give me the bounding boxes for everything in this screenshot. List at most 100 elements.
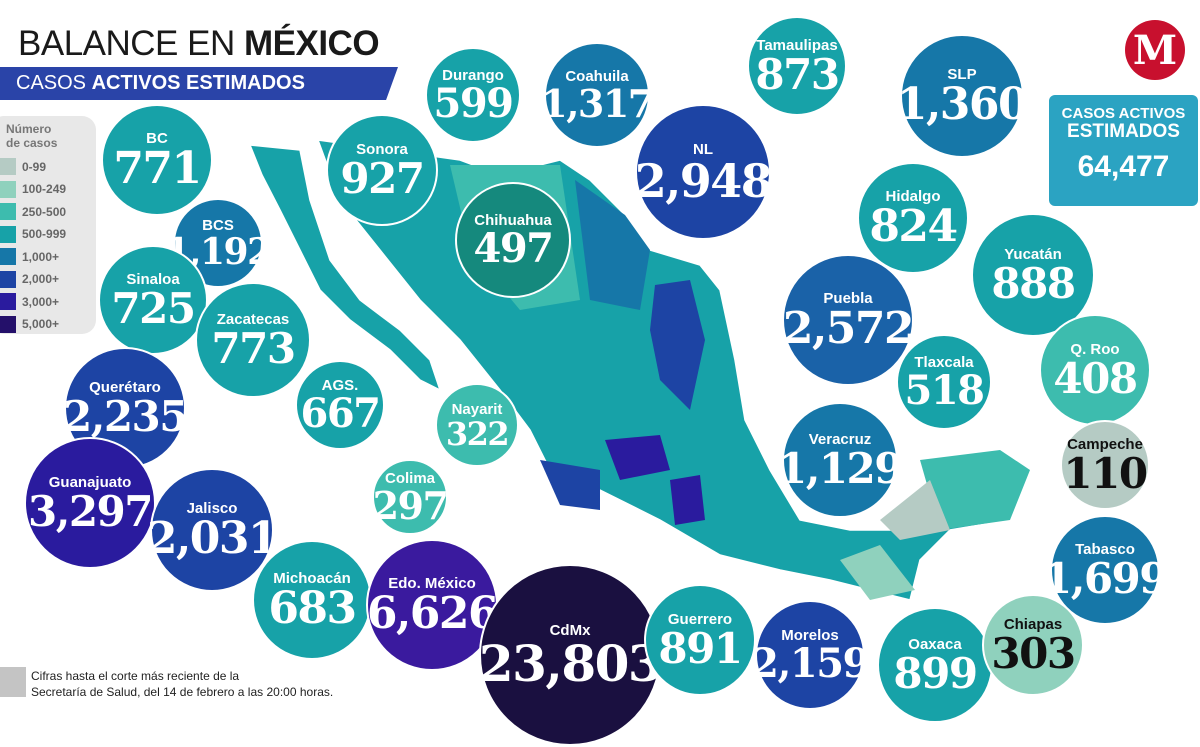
- state-name: Veracruz: [808, 430, 872, 448]
- total-box: CASOS ACTIVOS ESTIMADOS 64,477: [1049, 95, 1198, 206]
- state-value: 322: [445, 414, 510, 453]
- yucatan-peninsula: [920, 450, 1030, 530]
- state-name: Coahuila: [565, 67, 629, 85]
- state-name: Durango: [442, 66, 504, 84]
- state-name: Tamaulipas: [756, 36, 838, 54]
- state-circle-chihuahua: Chihuahua 497: [455, 182, 571, 298]
- state-name: Campeche: [1067, 435, 1143, 453]
- legend-title: Número de casos: [6, 122, 58, 150]
- state-value: 667: [300, 389, 382, 437]
- state-value: 1,129: [777, 443, 904, 493]
- note-swatch: [0, 667, 26, 697]
- legend-swatch: [0, 225, 16, 243]
- state-circle-nl: NL 2,948: [634, 104, 773, 240]
- state-value: 888: [991, 258, 1076, 308]
- legend-item: 250-500: [0, 203, 66, 220]
- state-name: Tlaxcala: [914, 353, 974, 371]
- state-circle-durango: Durango 599: [425, 47, 521, 143]
- state-value: 824: [869, 200, 958, 252]
- state-circle-yucatan: Yucatán 888: [971, 213, 1095, 337]
- legend-label: 3,000+: [22, 294, 60, 309]
- state-circle-sonora: Sonora 927: [326, 114, 438, 226]
- state-name: SLP: [947, 65, 977, 83]
- legend-swatch: [0, 158, 16, 175]
- state-circle-jalisco: Jalisco 2,031: [146, 468, 279, 592]
- campeche-region: [880, 480, 950, 540]
- state-name: Zacatecas: [216, 310, 290, 328]
- state-name: Jalisco: [186, 499, 238, 517]
- state-value: 927: [340, 153, 425, 203]
- state-name: Edo. México: [388, 574, 476, 592]
- legend-item: 2,000+: [0, 270, 59, 288]
- legend-swatch: [0, 270, 16, 288]
- state-name: Querétaro: [89, 378, 161, 396]
- total-value: 64,477: [1077, 150, 1170, 183]
- legend-item: 1,000+: [0, 248, 59, 265]
- state-circle-guerrero: Guerrero 891: [644, 584, 756, 696]
- total-label: CASOS ACTIVOS: [1061, 105, 1186, 122]
- state-circle-ags: AGS. 667: [295, 360, 385, 450]
- state-value: 2,572: [782, 302, 915, 354]
- state-value: 497: [473, 224, 555, 272]
- state-value: 303: [991, 628, 1076, 678]
- state-name: AGS.: [321, 376, 359, 394]
- state-value: 2,159: [751, 639, 870, 687]
- legend-label: 0-99: [22, 159, 47, 174]
- legend-swatch: [0, 248, 16, 265]
- state-circle-guanajuato: Guanajuato 3,297: [24, 437, 156, 569]
- legend-item: 5,000+: [0, 315, 60, 333]
- legend-label: 500-999: [22, 227, 67, 241]
- state-value: 518: [904, 366, 986, 414]
- legend-swatch: [0, 180, 16, 198]
- state-name: Morelos: [781, 626, 839, 644]
- state-value: 771: [113, 142, 202, 194]
- total-label-2: ESTIMADOS: [1067, 121, 1180, 142]
- page-title: BALANCE EN MÉXICO: [18, 24, 380, 63]
- state-circle-michoacan: Michoacán 683: [252, 540, 372, 660]
- legend-label: 1,000+: [22, 249, 60, 264]
- state-value: 899: [893, 648, 978, 698]
- state-circle-zacatecas: Zacatecas 773: [195, 282, 311, 398]
- state-circle-edo-mexico: Edo. México 6,626: [366, 539, 499, 671]
- state-value: 725: [111, 283, 196, 333]
- milenio-logo: M: [1125, 20, 1185, 80]
- legend-item: 500-999: [0, 225, 67, 243]
- state-name: BCS: [202, 216, 234, 234]
- legend-item: 0-99: [0, 158, 46, 175]
- legend-label: 100-249: [22, 182, 67, 196]
- state-value: 2,948: [634, 153, 773, 208]
- state-name: Sinaloa: [126, 270, 180, 288]
- state-circle-chiapas: Chiapas 303: [982, 594, 1084, 696]
- state-value: 873: [755, 49, 840, 99]
- state-circle-morelos: Morelos 2,159: [751, 600, 870, 710]
- state-value: 23,803: [478, 633, 663, 693]
- chiapas-region: [840, 545, 915, 600]
- legend-label: 5,000+: [22, 317, 60, 331]
- state-circle-bc: BC 771: [101, 104, 213, 216]
- state-name: NL: [693, 140, 713, 158]
- state-name: Chiapas: [1003, 615, 1063, 633]
- state-circle-hidalgo: Hidalgo 824: [857, 162, 969, 274]
- state-value: 773: [211, 323, 296, 373]
- state-value: 599: [433, 79, 515, 127]
- state-circle-tabasco: Tabasco 1,699: [1043, 515, 1169, 625]
- state-name: Colima: [384, 469, 435, 487]
- page-subtitle: CASOS ACTIVOS ESTIMADOS: [0, 67, 398, 100]
- state-circle-q-roo: Q. Roo 408: [1039, 314, 1151, 426]
- state-circle-slp: SLP 1,360: [897, 34, 1029, 158]
- state-value: 297: [372, 482, 449, 528]
- state-circle-oaxaca: Oaxaca 899: [877, 607, 993, 723]
- legend-item: 100-249: [0, 180, 67, 198]
- state-name: BC: [146, 129, 168, 147]
- state-name: Hidalgo: [885, 187, 941, 205]
- edomex-region: [670, 475, 705, 525]
- legend: Número de casos 0-99 100-249 250-500 500-999…: [0, 116, 96, 334]
- state-name: Guerrero: [667, 610, 733, 628]
- state-value: 2,031: [146, 512, 279, 564]
- state-value: 3,297: [27, 486, 154, 536]
- state-circle-nayarit: Nayarit 322: [435, 383, 519, 467]
- state-circle-veracruz: Veracruz 1,129: [778, 402, 904, 518]
- state-name: Puebla: [823, 289, 873, 307]
- state-name: Guanajuato: [48, 473, 132, 491]
- coahuila-region: [575, 180, 650, 310]
